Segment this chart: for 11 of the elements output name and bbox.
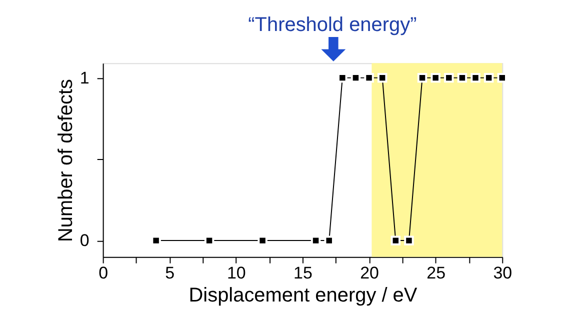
text: “Threshold energy”: [248, 14, 417, 36]
x-tick-label: 0: [98, 263, 108, 282]
x-tick-label: 15: [294, 263, 312, 282]
x-tick-label: 10: [226, 263, 246, 282]
y-tick-label: 1: [80, 68, 90, 88]
x-tick-label: 30: [493, 263, 512, 282]
x-axis-title: Displacement energy / eV: [188, 284, 418, 306]
x-tick-label: 5: [165, 263, 175, 282]
x-tick-label: 25: [426, 263, 446, 282]
y-axis-title: Number of defects: [54, 78, 77, 242]
x-tick-label: 20: [360, 263, 379, 282]
